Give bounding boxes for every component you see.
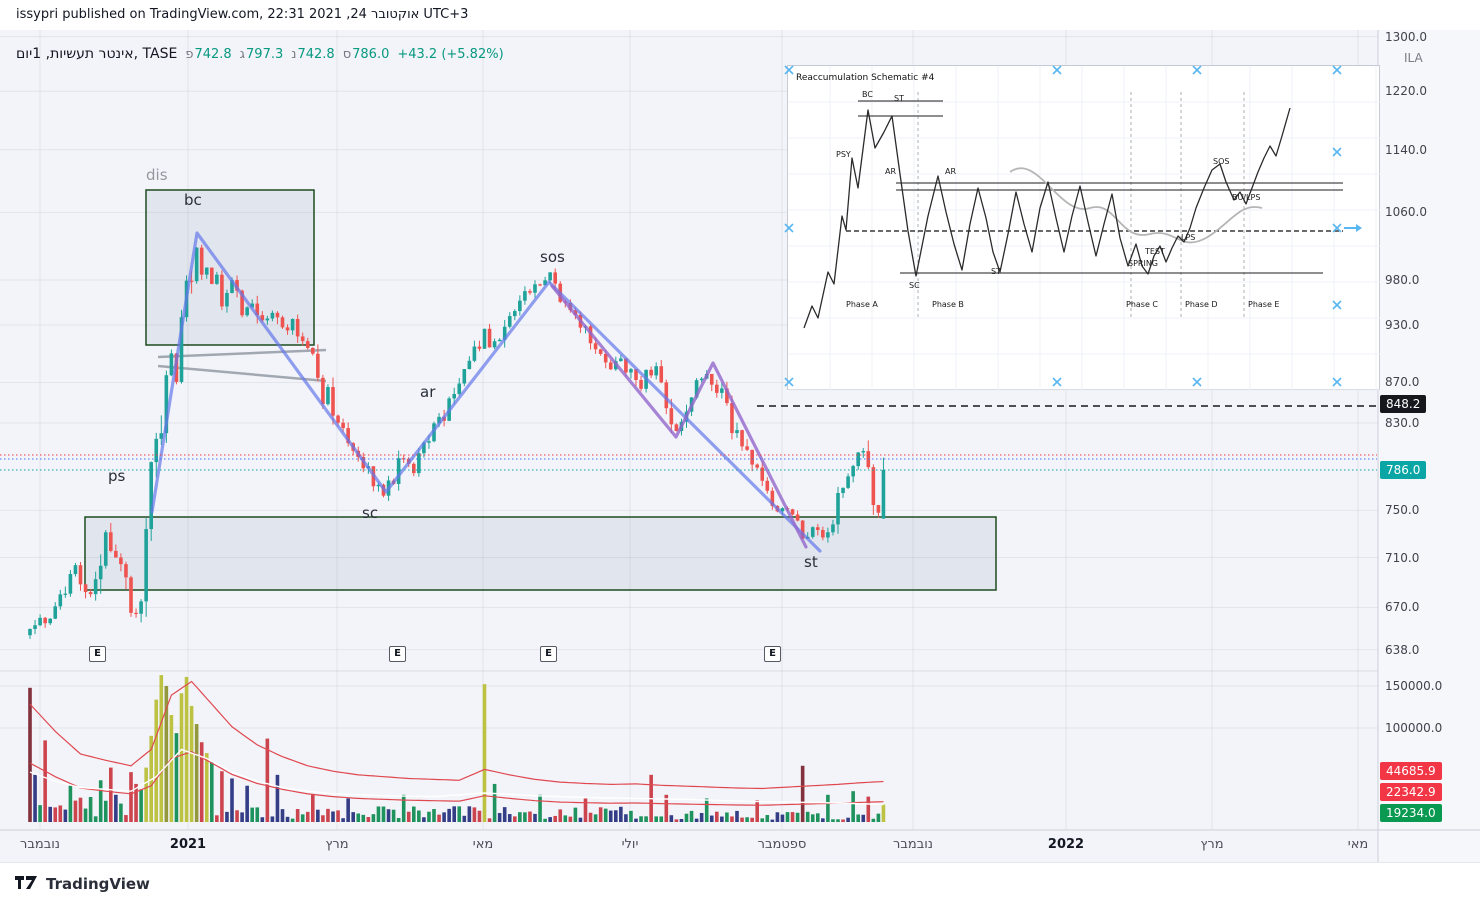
schematic-label: TEST xyxy=(1145,247,1165,256)
publish-text: issypri published on TradingView.com, 22… xyxy=(16,7,469,22)
schematic-label: AR xyxy=(945,167,957,176)
wyckoff-label-sc[interactable]: sc xyxy=(362,504,379,522)
schematic-label: BC xyxy=(862,90,873,99)
ohlc-open-value: 742.8 xyxy=(194,47,232,62)
channel-line[interactable] xyxy=(157,364,327,383)
schematic-label: BU/LPS xyxy=(1232,193,1261,202)
price-tick: 638.0 xyxy=(1385,642,1420,657)
drawing-box[interactable] xyxy=(145,189,315,346)
wyckoff-label-bc[interactable]: bc xyxy=(184,191,202,209)
price-tick: 830.0 xyxy=(1385,416,1420,431)
event-marker[interactable]: E xyxy=(764,646,781,662)
wyckoff-label-ar[interactable]: ar xyxy=(420,383,436,401)
schematic-label: Phase B xyxy=(932,300,964,309)
tradingview-logo[interactable] xyxy=(14,872,38,896)
time-axis-label: מאי xyxy=(1347,837,1369,852)
event-marker[interactable]: E xyxy=(540,646,557,662)
wyckoff-label-dis[interactable]: dis xyxy=(146,166,168,184)
volume-tick: 100000.0 xyxy=(1385,721,1443,735)
indicator-value-badge: 44685.9 xyxy=(1380,762,1442,780)
price-tick: 930.0 xyxy=(1385,318,1420,333)
schematic-label: Phase E xyxy=(1248,300,1280,309)
price-tick: 670.0 xyxy=(1385,600,1420,615)
event-marker[interactable]: E xyxy=(389,646,406,662)
schematic-label: PSY xyxy=(836,150,851,159)
price-tick: 750.0 xyxy=(1385,503,1420,518)
ohlc-close-value: 786.0 xyxy=(352,47,390,62)
volume-bands xyxy=(29,680,884,806)
footer-bar: TradingView xyxy=(0,862,1480,904)
schematic-label: LPS xyxy=(1181,233,1196,242)
volume-tick: 150000.0 xyxy=(1385,679,1443,693)
ohlc-high-value: 797.3 xyxy=(246,47,284,62)
brand-text[interactable]: TradingView xyxy=(46,874,150,893)
schematic-label: ST xyxy=(991,267,1001,276)
currency-label: ILA xyxy=(1404,51,1423,65)
price-tick: 1060.0 xyxy=(1385,205,1427,220)
schematic-label: Phase D xyxy=(1185,300,1218,309)
wyckoff-label-st[interactable]: st xyxy=(804,553,818,571)
time-axis[interactable]: נובמבר 2021 מרץ מאי יולי ספטמבר נובמבר 2022 מרץ מ… xyxy=(0,830,1378,862)
ohlc-low-label: נ xyxy=(291,47,297,62)
time-axis-label: 2021 xyxy=(169,837,207,852)
price-tick: 1300.0 xyxy=(1385,29,1427,44)
time-axis-label: יולי xyxy=(621,837,639,852)
price-tick: 1220.0 xyxy=(1385,84,1427,99)
time-axis-label: מרץ xyxy=(1200,837,1224,852)
wyckoff-label-ps[interactable]: ps xyxy=(108,467,126,485)
price-axis[interactable]: ILA 1300.0 1220.0 1140.0 1060.0 980.0 930.0 87… xyxy=(1378,30,1480,862)
symbol-title[interactable]: אינטר תעשיות, 1יום, TASE xyxy=(16,46,178,62)
time-axis-label: מרץ xyxy=(325,837,349,852)
symbol-legend[interactable]: אינטר תעשיות, 1יום, TASE פ 742.8 ג 797.3… xyxy=(16,46,504,62)
price-tick: 1140.0 xyxy=(1385,142,1427,157)
indicator-value-badge: 22342.9 xyxy=(1380,783,1442,801)
ohlc-open-label: פ xyxy=(185,47,194,62)
schematic-drawing xyxy=(788,66,1381,391)
schematic-label: AR xyxy=(885,167,897,176)
time-axis-label: 2022 xyxy=(1047,837,1085,852)
event-marker[interactable]: E xyxy=(89,646,106,662)
schematic-label: SC xyxy=(909,281,920,290)
time-axis-label: ספטמבר xyxy=(757,837,807,852)
price-tick: 710.0 xyxy=(1385,550,1420,565)
time-axis-label: מאי xyxy=(472,837,494,852)
price-label-badge: 786.0 xyxy=(1380,460,1427,479)
publish-bar: issypri published on TradingView.com, 22… xyxy=(0,0,1480,30)
wyckoff-schematic-inset[interactable]: Reaccumulation Schematic #4 BC ST PSY AR AR SC… xyxy=(787,65,1381,391)
time-axis-label: נובמבר xyxy=(893,837,933,852)
channel-line[interactable] xyxy=(157,348,327,359)
schematic-label: SPRING xyxy=(1128,259,1159,268)
change-value: +43.2 (+5.82%) xyxy=(397,47,504,62)
price-label-badge: 848.2 xyxy=(1380,395,1427,414)
wyckoff-label-sos[interactable]: sos xyxy=(540,248,565,266)
time-axis-label: נובמבר xyxy=(20,837,60,852)
ohlc-close-label: ס xyxy=(342,47,352,62)
price-tick: 870.0 xyxy=(1385,375,1420,390)
indicator-value-badge: 19234.0 xyxy=(1380,804,1442,822)
trend-zigzag-purple[interactable] xyxy=(550,284,808,549)
schematic-label: SOS xyxy=(1213,157,1230,166)
schematic-title: Reaccumulation Schematic #4 xyxy=(796,73,935,83)
ohlc-low-value: 742.8 xyxy=(297,47,335,62)
schematic-label: ST xyxy=(894,94,904,103)
schematic-label: Phase A xyxy=(846,300,878,309)
trend-zigzag-blue[interactable] xyxy=(150,231,822,553)
price-tick: 980.0 xyxy=(1385,272,1420,287)
ohlc-high-label: ג xyxy=(239,47,246,62)
schematic-label: Phase C xyxy=(1126,300,1159,309)
drawing-box[interactable] xyxy=(84,516,997,591)
